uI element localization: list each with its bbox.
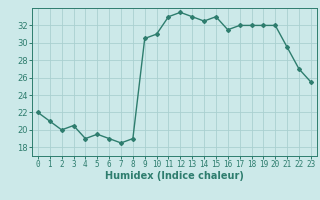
X-axis label: Humidex (Indice chaleur): Humidex (Indice chaleur)	[105, 171, 244, 181]
